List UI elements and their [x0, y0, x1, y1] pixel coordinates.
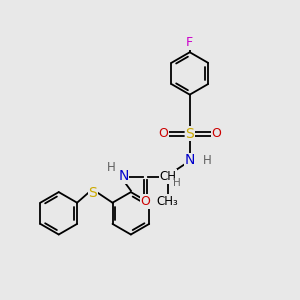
Text: S: S: [185, 127, 194, 141]
Text: H: H: [203, 154, 212, 167]
Text: O: O: [141, 195, 151, 208]
Text: CH₃: CH₃: [157, 195, 178, 208]
Text: S: S: [88, 186, 97, 200]
Text: O: O: [211, 127, 221, 140]
Text: CH: CH: [159, 170, 176, 183]
Text: H: H: [107, 161, 116, 174]
Text: H: H: [172, 178, 180, 188]
Text: F: F: [186, 36, 193, 49]
Text: N: N: [184, 153, 195, 167]
Text: N: N: [118, 169, 129, 184]
Text: O: O: [158, 127, 168, 140]
